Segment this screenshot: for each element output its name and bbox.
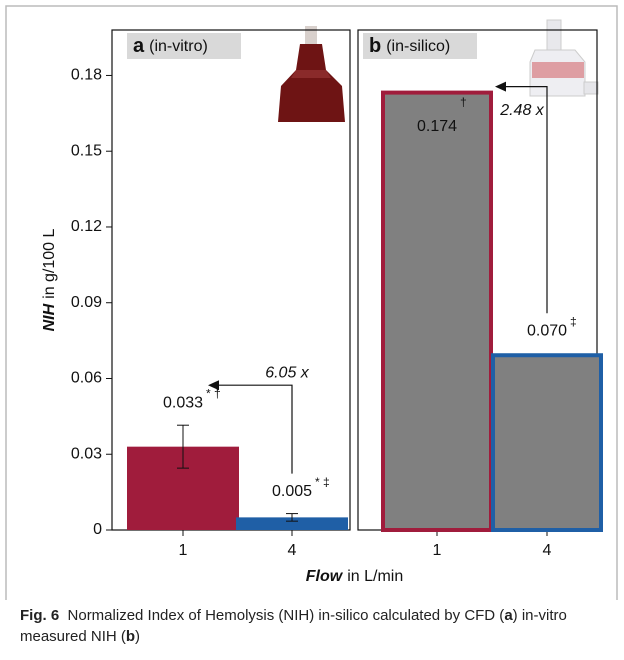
chart: a(in-vitro) 0 0.03 0.06 0.09 0.12 0.15 0.18 NIH i…: [0, 0, 624, 600]
y-tick-label: 0: [93, 521, 102, 538]
x-tick-label: 4: [543, 542, 552, 559]
value-label: 0.033: [163, 394, 203, 411]
bar: [493, 355, 601, 530]
ratio-label: 6.05 x: [265, 364, 310, 381]
caption-part: b: [126, 628, 135, 645]
ratio-arrow: [505, 87, 547, 314]
x-tick-label: 4: [288, 542, 297, 559]
caption-part: a: [504, 607, 512, 624]
y-tick-label: 0.06: [71, 370, 102, 387]
caption: Fig. 6 Normalized Index of Hemolysis (NI…: [20, 605, 600, 647]
x-tick-label: 1: [179, 542, 188, 559]
arrow-head: [495, 82, 506, 92]
y-label-var: NIH: [41, 303, 58, 331]
page: {"chart_data": [ {"type": "bar", "panel_…: [0, 0, 624, 660]
panel-title: b (in-silico): [369, 35, 450, 57]
y-tick-label: 0.18: [71, 67, 102, 84]
y-axis-label: NIH in g/100 L: [41, 228, 58, 331]
value-label: 0.070: [527, 322, 567, 339]
caption-part: Normalized Index of Hemolysis (NIH) in-s…: [68, 607, 505, 624]
x-tick-label: 1: [433, 542, 442, 559]
panel-letter: a: [133, 35, 145, 57]
y-label-unit: in g/100 L: [41, 228, 58, 298]
value-note: ‡: [570, 314, 577, 328]
value-label: 0.174: [417, 118, 457, 135]
y-tick-label: 0.09: [71, 294, 102, 311]
bottle-photo: [278, 26, 345, 122]
device-photo: [530, 20, 598, 96]
y-tick-label: 0.15: [71, 142, 102, 159]
bar: [383, 93, 491, 530]
value-note: †: [460, 95, 467, 109]
caption-label: Fig. 6: [20, 607, 59, 624]
ratio-label: 2.48 x: [499, 102, 545, 119]
value-label: 0.005: [272, 483, 312, 500]
panel-letter: b: [369, 35, 381, 57]
y-tick-label: 0.12: [71, 218, 102, 235]
panel-subtitle: (in-vitro): [149, 38, 208, 55]
x-label-var: Flow: [306, 568, 344, 585]
y-tick-label: 0.03: [71, 445, 102, 462]
panel-subtitle: (in-silico): [386, 38, 450, 55]
caption-text: Normalized Index of Hemolysis (NIH) in-s…: [20, 607, 567, 645]
x-label-unit: in L/min: [347, 568, 403, 585]
value-note: * ‡: [315, 475, 330, 489]
caption-part: ): [135, 628, 140, 645]
